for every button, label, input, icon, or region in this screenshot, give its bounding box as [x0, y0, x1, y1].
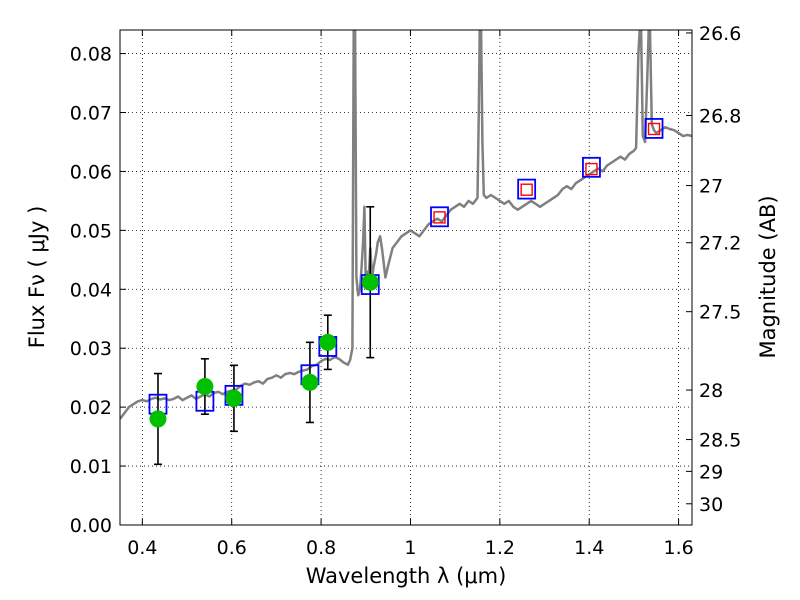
- model-flux-square: [582, 156, 601, 178]
- x-tick-label: 0.6: [217, 537, 247, 559]
- predicted-flux-square: [585, 162, 598, 176]
- y2-tick-label: 26.6: [699, 23, 741, 45]
- observed-flux-point: [149, 410, 167, 428]
- x-tick-label: 0.8: [306, 537, 336, 559]
- observed-flux-point: [196, 378, 214, 396]
- y-tick-label: 0.01: [70, 456, 112, 478]
- y-tick-label: 0.00: [70, 515, 112, 537]
- y2-tick-label: 27.2: [699, 233, 741, 255]
- plot-frame: [119, 29, 693, 526]
- x-axis-label: Wavelength λ (μm): [306, 564, 507, 588]
- data-marks: [148, 118, 664, 466]
- y2-tick-label: 27: [699, 176, 723, 198]
- y-tick-label: 0.04: [70, 279, 112, 301]
- observed-flux-point: [319, 333, 337, 351]
- x-tick-label: 1.4: [574, 537, 604, 559]
- y2-tick-label: 27.5: [699, 302, 741, 324]
- y2-axis-label: Magnitude (AB): [756, 195, 780, 358]
- axis-ticks: 0.4 0.6 0.8 1 1.2 1.4 1.6 0.00 0.01 0.02 0.03 0.04 0…: [70, 23, 742, 559]
- model-flux-square: [644, 118, 664, 139]
- y2-tick-label: 26.8: [699, 105, 741, 127]
- y2-tick-label: 28: [699, 380, 723, 402]
- y2-tick-label: 28.5: [699, 430, 741, 452]
- predicted-flux-square: [433, 211, 446, 224]
- observed-flux-point: [361, 273, 379, 291]
- y2-tick-label: 29: [699, 461, 723, 483]
- y-tick-label: 0.08: [70, 44, 112, 66]
- y-tick-label: 0.05: [70, 220, 112, 242]
- predicted-flux-square: [647, 122, 661, 136]
- predicted-flux-square: [520, 183, 533, 196]
- y-axis-label: Flux Fν ( μJy ): [25, 206, 49, 349]
- observed-flux-point: [301, 373, 319, 391]
- y-tick-label: 0.06: [70, 161, 112, 183]
- model-flux-square: [517, 178, 537, 200]
- x-tick-label: 1.2: [485, 537, 515, 559]
- x-tick-label: 1: [404, 537, 416, 559]
- y-tick-label: 0.02: [70, 397, 112, 419]
- plot-background: [120, 30, 692, 525]
- y2-tick-label: 30: [699, 494, 723, 516]
- model-flux-square: [430, 206, 449, 228]
- x-tick-label: 1.6: [663, 537, 693, 559]
- y-tick-label: 0.07: [70, 103, 112, 125]
- observed-flux-point: [225, 389, 243, 407]
- y-tick-label: 0.03: [70, 338, 112, 360]
- x-tick-label: 0.4: [127, 537, 157, 559]
